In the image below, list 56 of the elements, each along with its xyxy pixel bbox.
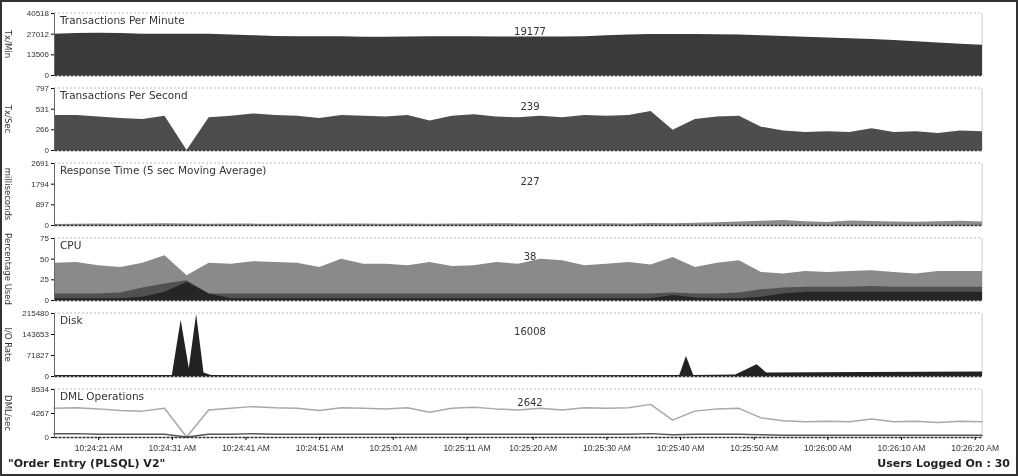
y-tick-label: 8534 (31, 385, 50, 395)
text: "Order Entry (PLSQL) V2" (8, 457, 166, 470)
y-tick-label: 215480 (22, 309, 50, 319)
y-tick-label: 797 (35, 84, 50, 94)
x-tick-label: 10:26:10 AM (877, 443, 926, 454)
annotation: 239 (520, 100, 540, 112)
y-tick-label: 13506 (26, 50, 50, 60)
y-tick-label: 27012 (26, 29, 50, 39)
y-tick-label: 25 (40, 275, 50, 285)
x-tick-label: 10:25:40 AM (656, 443, 705, 454)
y-axis-title: I/O Rate (3, 327, 13, 362)
x-tick-label: 10:24:21 AM (74, 443, 123, 454)
y-tick-label: 531 (35, 104, 50, 114)
chart-title: Transactions Per Minute (59, 14, 185, 26)
y-tick-label: 1794 (31, 179, 50, 189)
x-tick-label: 10:24:51 AM (295, 443, 344, 454)
annotation: 19177 (514, 25, 546, 37)
y-tick-label: 0 (44, 221, 50, 231)
x-tick-label: 10:25:50 AM (730, 443, 779, 454)
y-axis-title: Percentage Used (3, 233, 13, 305)
x-tick-label: 10:24:31 AM (148, 443, 197, 454)
annotation: 227 (520, 175, 540, 187)
y-axis-title: Tx/Sec (3, 103, 13, 134)
x-tick-label: 10:25:01 AM (369, 443, 418, 454)
x-tick-label: 10:25:30 AM (583, 443, 631, 454)
y-tick-label: 71827 (26, 351, 50, 361)
chart-title: DML Operations (60, 390, 145, 402)
text: Users Logged On : 30 (877, 457, 1011, 470)
y-tick-label: 0 (44, 146, 50, 156)
y-tick-label: 40518 (26, 9, 50, 19)
y-tick-label: 2691 (31, 159, 50, 169)
y-tick-label: 0 (44, 296, 50, 306)
x-tick-label: 10:24:41 AM (222, 443, 270, 454)
x-tick-label: 10:25:20 AM (509, 443, 558, 454)
y-axis-title: DML/sec (3, 395, 13, 432)
chart-title: Response Time (5 sec Moving Average) (60, 164, 267, 176)
chart-title: CPU (60, 239, 82, 251)
y-tick-label: 0 (44, 71, 50, 81)
annotation: 16008 (514, 326, 546, 338)
x-tick-label: 10:25:11 AM (443, 443, 491, 454)
y-tick-label: 897 (35, 200, 50, 210)
x-tick-label: 10:26:00 AM (803, 443, 852, 454)
y-tick-label: 0 (44, 433, 50, 443)
annotation: 38 (523, 250, 537, 262)
x-tick-label: 10:26:20 AM (951, 443, 999, 454)
y-tick-label: 266 (35, 125, 50, 135)
y-axis-title: milliseconds (3, 167, 13, 221)
chart-title: Transactions Per Second (59, 89, 188, 101)
y-tick-label: 143653 (22, 330, 50, 340)
y-axis-title: Tx/Min (3, 28, 13, 59)
y-tick-label: 0 (44, 372, 50, 382)
y-tick-label: 75 (40, 234, 50, 244)
chart-title: Disk (60, 314, 84, 326)
y-tick-label: 50 (40, 254, 50, 264)
y-tick-label: 4267 (31, 409, 50, 419)
annotation: 2642 (517, 396, 543, 408)
